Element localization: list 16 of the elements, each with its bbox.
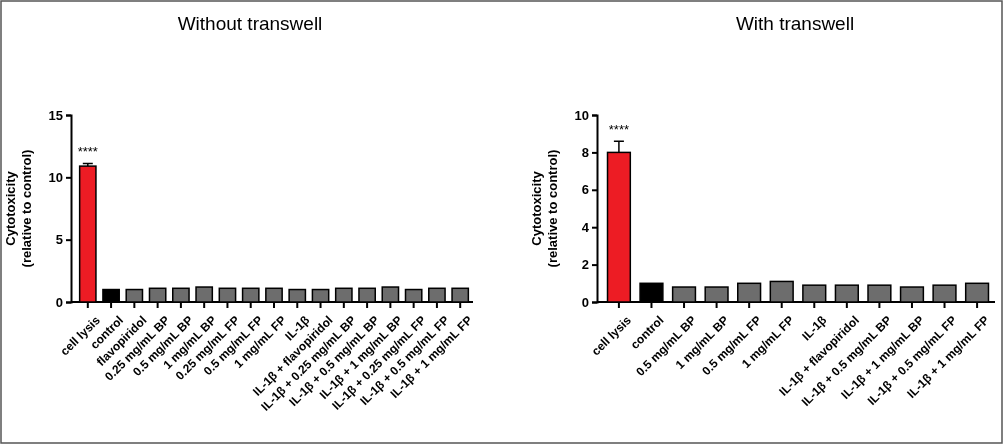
y-tick-label: 0 [581, 294, 589, 310]
y-tick-label: 15 [48, 107, 63, 123]
annotation: **** [608, 121, 630, 137]
y-tick-label: 4 [581, 219, 590, 235]
annotation: **** [77, 144, 98, 160]
y-axis-title: Cytotoxicity (relative to control) [529, 149, 561, 268]
y-tick-label: 8 [581, 145, 589, 161]
y-axis-title: Cytotoxicity (relative to control) [3, 149, 35, 268]
y-tick-label: 5 [55, 232, 63, 248]
chart-title: Without transwell [177, 13, 323, 34]
y-tick-label: 10 [574, 107, 589, 123]
y-tick-label: 6 [581, 182, 589, 198]
y-tick-label: 2 [581, 257, 589, 273]
y-tick-label: 10 [48, 169, 63, 185]
y-tick-label: 0 [55, 294, 63, 310]
chart-title: With transwell [735, 13, 855, 34]
